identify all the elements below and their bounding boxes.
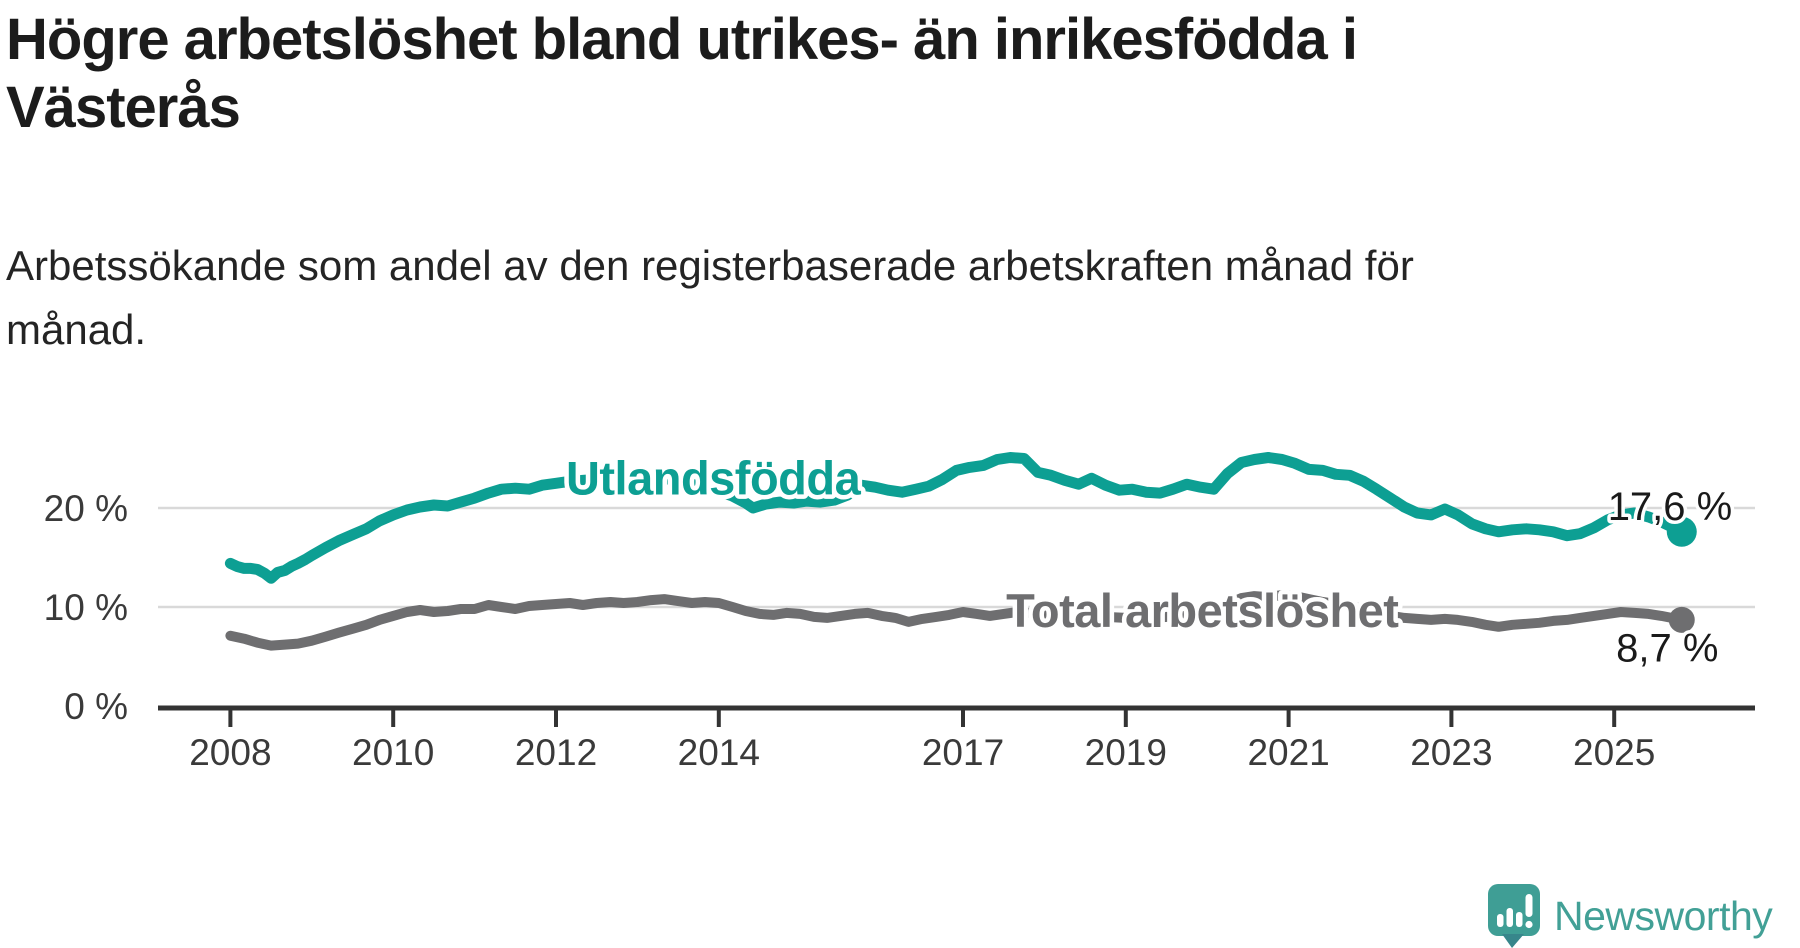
series-end-label-0: 17,6 % xyxy=(1608,485,1733,529)
x-tick-label-2021: 2021 xyxy=(1247,732,1329,773)
subtitle-line-2: månad. xyxy=(6,306,147,353)
x-tick-label-2023: 2023 xyxy=(1410,732,1492,773)
subtitle-line-1: Arbetssökande som andel av den registerb… xyxy=(6,242,1414,289)
y-tick-label-0: 0 % xyxy=(64,686,128,727)
x-tick-label-2014: 2014 xyxy=(678,732,760,773)
chart-subtitle: Arbetssökande som andel av den registerb… xyxy=(6,234,1786,362)
title-line-1: Högre arbetslöshet bland utrikes- än inr… xyxy=(6,7,1358,72)
x-tick-label-2025: 2025 xyxy=(1573,732,1655,773)
series-end-dot-1 xyxy=(1668,606,1695,633)
series-label-1: Total arbetslöshet xyxy=(1006,584,1399,637)
newsworthy-logo-text: Newsworthy xyxy=(1554,892,1773,939)
x-tick-label-2010: 2010 xyxy=(352,732,434,773)
title-line-2: Västerås xyxy=(6,75,241,140)
series-line-utlandsfodda xyxy=(224,452,1688,584)
series-label-0: Utlandsfödda xyxy=(566,451,862,504)
newsworthy-logo-icon xyxy=(1488,884,1540,948)
newsworthy-logo: Newsworthy xyxy=(1488,884,1800,948)
series-end-label-1: 8,7 % xyxy=(1616,627,1718,671)
y-tick-label-20: 20 % xyxy=(44,488,128,529)
x-tick-label-2017: 2017 xyxy=(922,732,1004,773)
page-title: Högre arbetslöshet bland utrikes- än inr… xyxy=(6,6,1786,142)
series-end-dot-0 xyxy=(1666,516,1697,547)
x-tick-label-2012: 2012 xyxy=(515,732,597,773)
x-tick-label-2008: 2008 xyxy=(189,732,271,773)
y-tick-label-10: 10 % xyxy=(44,587,128,628)
x-tick-label-2019: 2019 xyxy=(1085,732,1167,773)
series-line-total xyxy=(225,590,1687,651)
